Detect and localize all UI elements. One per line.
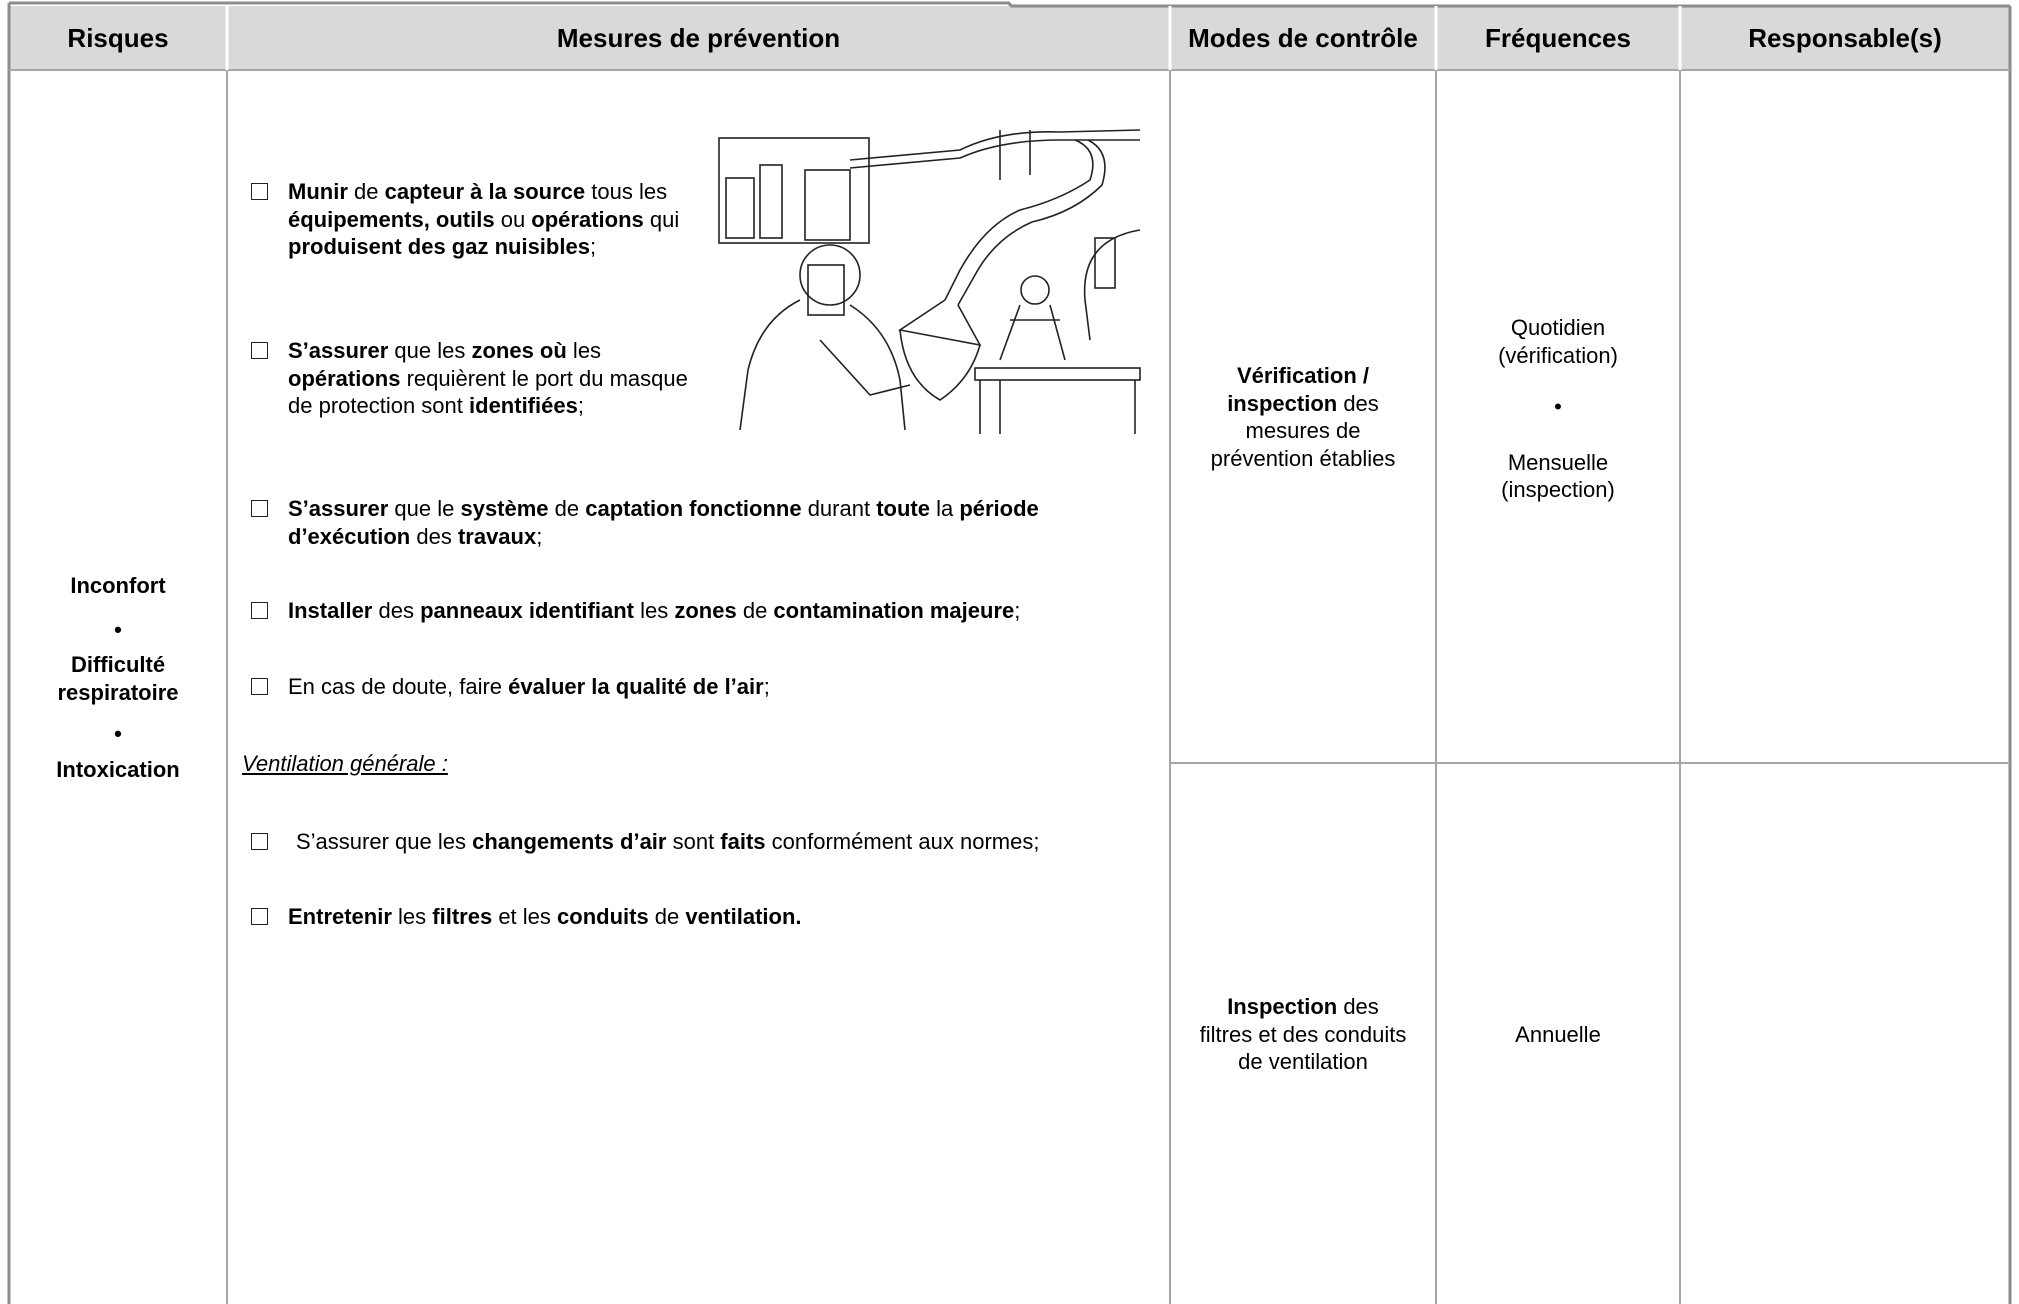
- text-run: ;: [536, 523, 543, 549]
- text-run: ;: [763, 674, 770, 699]
- measure-item: S’assurer que le système de captation fo…: [288, 495, 1138, 550]
- measure-item: Installer des panneaux identifiant les z…: [288, 597, 1138, 625]
- illustration: [718, 129, 1141, 434]
- text-run: sont: [666, 829, 721, 854]
- control-cell: Inspection des filtres et des conduits d…: [1198, 993, 1408, 1076]
- text-run: zones où: [471, 338, 567, 363]
- measure-item: Munir de capteur à la source tous les éq…: [288, 178, 688, 261]
- text-run: équipements, outils: [288, 206, 495, 232]
- text-run: ;: [1014, 598, 1021, 623]
- text-run: ou: [494, 206, 532, 232]
- header-cell: Responsable(s): [1748, 22, 1942, 53]
- text-run: changements d’air: [472, 829, 667, 854]
- measure-item: Entretenir les filtres et les conduits d…: [288, 903, 1138, 931]
- text-run: identifiées: [469, 393, 578, 418]
- text-run: ventilation.: [685, 904, 802, 929]
- text-run: les: [566, 338, 602, 363]
- text-run: des: [410, 523, 458, 549]
- text-run: de: [548, 496, 586, 521]
- text-run: la: [929, 496, 960, 521]
- text-run: opérations: [531, 206, 644, 232]
- text-run: des filtres et des conduits de ventilati…: [1199, 994, 1407, 1074]
- text-run: de: [648, 904, 686, 929]
- header-cell: Mesures de prévention: [556, 22, 841, 53]
- bullet: •: [114, 721, 122, 746]
- text-run: évaluer la qualité de l’air: [508, 674, 764, 699]
- bullet: •: [114, 616, 122, 642]
- measure-item: En cas de doute, faire évaluer la qualit…: [288, 673, 1138, 701]
- text-run: conformément aux normes;: [765, 829, 1040, 854]
- frequency-line: (vérification): [1498, 342, 1618, 368]
- frequency-line: Quotidien: [1510, 315, 1606, 340]
- text-run: panneaux identifiant: [420, 598, 634, 623]
- text-run: ;: [577, 393, 584, 418]
- text-run: qui: [643, 206, 680, 232]
- text-run: les: [634, 598, 675, 623]
- text-run: capteur à la source: [384, 179, 586, 204]
- risk: Intoxication: [56, 756, 180, 782]
- text-run: En cas de doute, faire: [288, 674, 509, 699]
- checkbox: [251, 602, 268, 619]
- text-run: requièrent le port du masque de protecti…: [288, 365, 688, 419]
- text-run: filtres: [432, 904, 493, 929]
- text-run: toute: [876, 496, 930, 521]
- text-run: ;: [589, 234, 597, 259]
- header-cell: Risques: [67, 22, 169, 53]
- text-run: période d’exécution: [288, 496, 1039, 549]
- frequency-cell: Annuelle: [1436, 1021, 1680, 1049]
- risk: Inconfort: [70, 573, 166, 598]
- measure-item: S’assurer que les zones où les opération…: [288, 337, 688, 420]
- risk-list: Inconfort • Difficulté respiratoire • In…: [9, 572, 227, 783]
- frequency-line: Annuelle: [1515, 1022, 1601, 1047]
- text-run: opérations: [288, 365, 401, 391]
- text-run: faits: [720, 829, 766, 854]
- bullet: •: [1554, 394, 1562, 419]
- text-run: Munir: [288, 179, 348, 204]
- checkbox: [251, 908, 268, 925]
- header-background: [9, 6, 2010, 70]
- text-run: de: [347, 179, 385, 204]
- text-run: les: [391, 904, 433, 929]
- text-run: Inspection: [1227, 994, 1338, 1019]
- frequency-cell: Quotidien (vérification) • Mensuelle (inspec…: [1436, 314, 1680, 504]
- text-run: des mesures de prévention établies: [1210, 390, 1396, 471]
- text-run: Vérification / inspection: [1227, 363, 1370, 416]
- text-run: produisent des gaz nuisibles: [288, 234, 590, 259]
- header-cell: Modes de contrôle: [1188, 22, 1418, 53]
- checkbox: [251, 183, 268, 200]
- text-run: de: [736, 598, 774, 623]
- text-run: durant: [801, 496, 877, 521]
- text-run: zones: [674, 598, 737, 623]
- checkbox: [251, 833, 268, 850]
- text-run: S’assurer: [288, 338, 389, 363]
- text-run: Entretenir: [288, 904, 392, 929]
- text-run: système: [460, 496, 549, 521]
- text-run: contamination majeure: [773, 598, 1015, 623]
- measure-item: S’assurer que les changements d’air sont…: [296, 828, 1146, 856]
- checkbox: [251, 500, 268, 517]
- text-run: des: [372, 598, 421, 623]
- risk: Difficulté respiratoire: [57, 652, 179, 705]
- checkbox: [251, 678, 268, 695]
- text-run: que le: [388, 496, 461, 521]
- checkbox: [251, 342, 268, 359]
- header-cell: Fréquences: [1485, 22, 1631, 53]
- text-run: tous les: [585, 179, 668, 204]
- frequency-line: (inspection): [1501, 477, 1615, 502]
- section-heading: Ventilation générale :: [242, 751, 448, 776]
- text-run: Installer: [288, 598, 373, 623]
- text-run: S’assurer: [288, 496, 389, 521]
- frequency-line: Mensuelle: [1507, 449, 1609, 475]
- text-run: conduits: [557, 904, 649, 929]
- text-run: et les: [492, 904, 558, 929]
- text-run: captation fonctionne: [585, 496, 802, 521]
- text-run: S’assurer que les: [296, 829, 473, 854]
- control-cell: Vérification / inspection des mesures de…: [1198, 362, 1408, 472]
- text-run: que les: [388, 338, 472, 363]
- text-run: travaux: [457, 523, 537, 549]
